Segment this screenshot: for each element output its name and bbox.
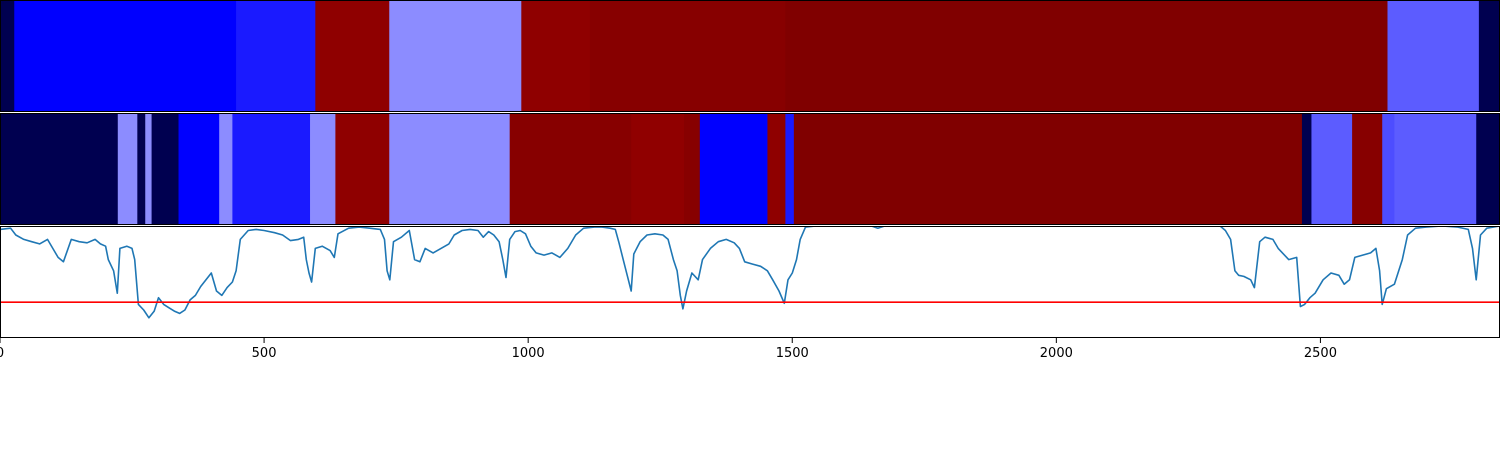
heatmap-row-2-segment-1 bbox=[0, 113, 119, 225]
heatmap-row-1-segment-9 bbox=[1387, 0, 1480, 112]
heatmap-row-1-segment-10 bbox=[1478, 0, 1500, 112]
heatmap-row-1-segment-4 bbox=[315, 0, 390, 112]
heatmap-row-2-segment-3 bbox=[137, 113, 146, 225]
heatmap-row-1-segment-7 bbox=[589, 0, 786, 112]
heatmap-row-2-segment-14 bbox=[683, 113, 701, 225]
x-tick-label-1500: 1500 bbox=[776, 346, 809, 361]
heatmap-row-2-segment-6 bbox=[178, 113, 220, 225]
heatmap-row-2-segment-15 bbox=[699, 113, 769, 225]
heatmap-row-2-segment-20 bbox=[1311, 113, 1353, 225]
x-tick-label-2000: 2000 bbox=[1040, 346, 1073, 361]
heatmap-row-2-segment-9 bbox=[310, 113, 336, 225]
heatmap-row-1-segment-6 bbox=[521, 0, 591, 112]
x-tick-label-1000: 1000 bbox=[512, 346, 545, 361]
heatmap-row-2-segment-18 bbox=[793, 113, 1303, 225]
heatmap-row-2-segment-19 bbox=[1301, 113, 1313, 225]
heatmap-row-2-segment-8 bbox=[232, 113, 311, 225]
heatmap-row-2-segment-5 bbox=[151, 113, 180, 225]
heatmap-row-1-segment-2 bbox=[14, 0, 237, 112]
heatmap-row-2-segment-4 bbox=[145, 113, 153, 225]
heatmap-row-2-segment-11 bbox=[389, 113, 511, 225]
x-tick-label-2500: 2500 bbox=[1304, 346, 1337, 361]
x-axis: 0 500 1000 1500 2000 2500 bbox=[0, 338, 1337, 361]
heatmap-row-1-segment-8 bbox=[785, 0, 1389, 112]
heatmap-row-2-segment-23 bbox=[1394, 113, 1477, 225]
signal-line bbox=[0, 226, 1500, 319]
heatmap-row-2-segment-16 bbox=[767, 113, 786, 225]
heatmap-row-2-segment-12 bbox=[509, 113, 632, 225]
heatmap-row-2-segment-17 bbox=[785, 113, 795, 225]
heatmap-row-2-segment-7 bbox=[219, 113, 233, 225]
heatmap-row-1-segment-1 bbox=[0, 0, 15, 112]
heatmap-row-2-segment-10 bbox=[335, 113, 390, 225]
heatmap-row-2-segment-22 bbox=[1382, 113, 1395, 225]
x-tick-label-500: 500 bbox=[252, 346, 277, 361]
line-panel bbox=[0, 226, 1500, 319]
heatmap-row-2-segment-13 bbox=[631, 113, 685, 225]
heatmap-rows bbox=[0, 0, 1500, 225]
heatmap-row-2-segment-21 bbox=[1352, 113, 1383, 225]
heatmap-row-2-segment-24 bbox=[1476, 113, 1500, 225]
x-tick-label-0: 0 bbox=[0, 346, 4, 361]
heatmap-row-1-segment-3 bbox=[236, 0, 316, 112]
heatmap-row-2-segment-2 bbox=[117, 113, 138, 225]
heatmap-row-1-segment-5 bbox=[389, 0, 522, 112]
